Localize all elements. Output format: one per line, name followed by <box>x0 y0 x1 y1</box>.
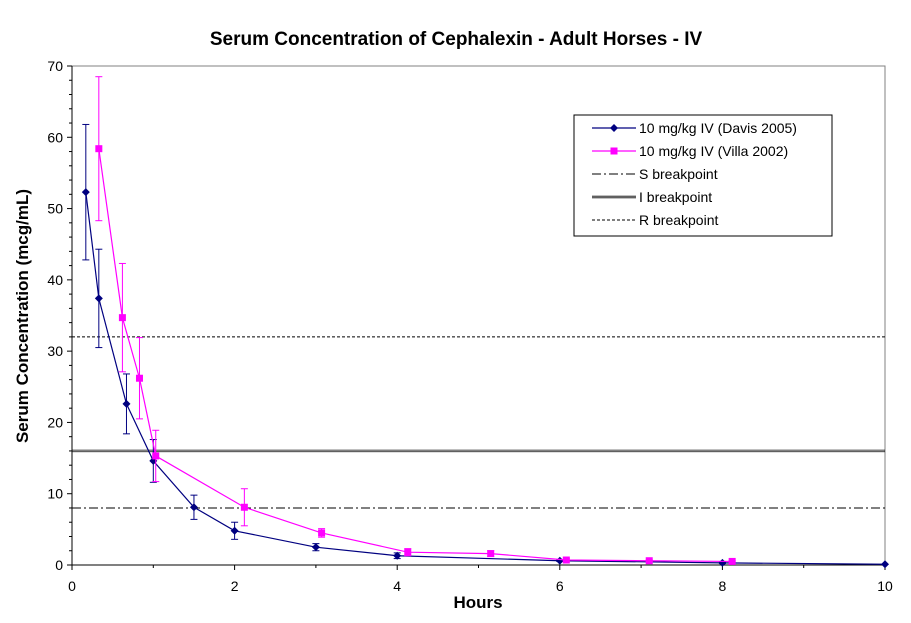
series-2-point-1 <box>118 314 126 322</box>
series-2-point-3 <box>152 452 160 460</box>
series-2-point-8 <box>562 556 570 564</box>
legend-label-series-1: 10 mg/kg IV (Davis 2005) <box>639 120 797 136</box>
legend-label-s-breakpoint: S breakpoint <box>639 166 718 182</box>
series-2-point-6 <box>404 548 412 556</box>
series-2-point-7 <box>487 550 495 558</box>
legend-label-series-2: 10 mg/kg IV (Villa 2002) <box>639 143 788 159</box>
x-tick-label-2: 4 <box>393 578 401 594</box>
series-1-point-5 <box>230 526 239 535</box>
x-tick-label-5: 10 <box>877 578 893 594</box>
series-1-point-0 <box>81 188 90 197</box>
series-2-point-0 <box>95 145 103 153</box>
y-tick-label-4: 40 <box>47 272 63 288</box>
series-1-point-1 <box>94 294 103 303</box>
legend-marker-series-1 <box>610 124 618 132</box>
x-tick-label-1: 2 <box>231 578 239 594</box>
x-tick-label-3: 6 <box>556 578 564 594</box>
series-group <box>81 76 889 569</box>
y-tick-label-0: 0 <box>55 557 63 573</box>
y-tick-label-1: 10 <box>47 486 63 502</box>
y-tick-label-5: 50 <box>47 201 63 217</box>
series-2-point-2 <box>135 374 143 382</box>
y-tick-label-7: 70 <box>47 58 63 74</box>
series-1-point-6 <box>311 543 320 552</box>
series-1-point-2 <box>122 399 131 408</box>
legend: 10 mg/kg IV (Davis 2005) 10 mg/kg IV (Vil… <box>573 114 833 237</box>
legend-label-i-breakpoint: I breakpoint <box>639 189 712 205</box>
series-1-point-7 <box>393 551 402 560</box>
legend-marker-series-2 <box>610 147 618 155</box>
series-2 <box>95 76 736 565</box>
x-tick-label-0: 0 <box>68 578 76 594</box>
series-2-point-4 <box>240 503 248 511</box>
legend-box <box>573 114 833 237</box>
x-tick-label-4: 8 <box>719 578 727 594</box>
y-axis-title: Serum Concentration (mcg/mL) <box>13 189 32 443</box>
reference-lines <box>72 336 885 509</box>
series-2-point-9 <box>645 557 653 565</box>
chart-title: Serum Concentration of Cephalexin - Adul… <box>210 29 703 50</box>
series-1-point-4 <box>189 503 198 512</box>
series-2-point-5 <box>318 529 326 537</box>
axes: 0 10 20 30 40 50 60 70 0 2 4 6 8 10 <box>47 58 893 594</box>
y-tick-label-6: 60 <box>47 129 63 145</box>
x-axis-title: Hours <box>453 593 502 612</box>
series-1-point-10 <box>881 560 889 569</box>
legend-label-r-breakpoint: R breakpoint <box>639 212 718 228</box>
series-1 <box>81 123 889 569</box>
y-tick-label-2: 20 <box>47 414 63 430</box>
series-2-point-10 <box>728 557 736 565</box>
y-tick-label-3: 30 <box>47 343 63 359</box>
